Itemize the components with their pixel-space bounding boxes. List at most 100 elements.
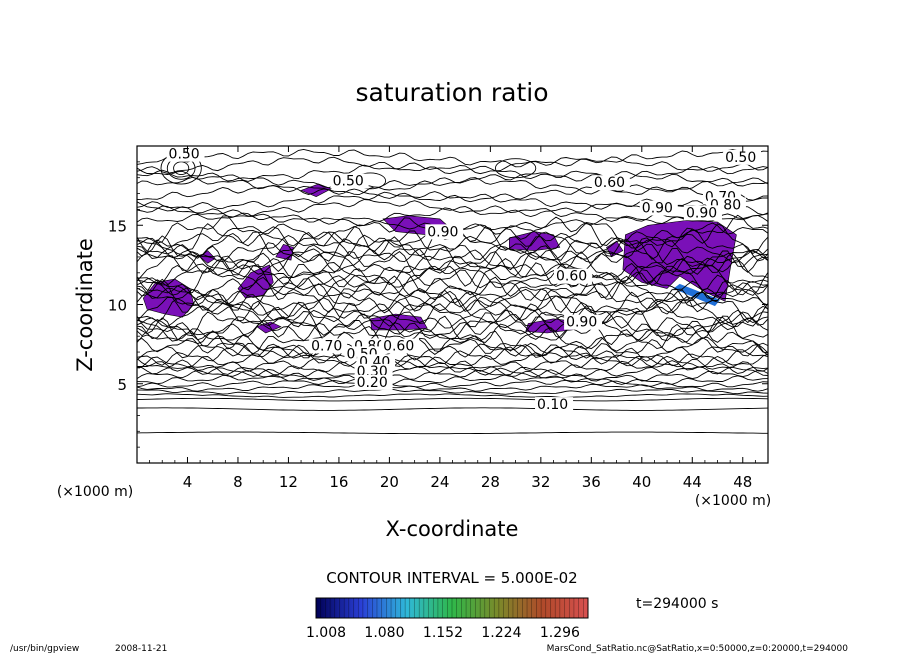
contour-line — [136, 176, 769, 196]
y-tick-label: 5 — [117, 376, 127, 394]
x-tick-label: 48 — [733, 473, 752, 491]
contour-label: 0.50 — [725, 150, 756, 166]
colorbar-ticks: 1.008 1.080 1.152 1.224 1.296 — [306, 625, 580, 641]
contour-line — [136, 352, 769, 369]
contour-line — [136, 355, 769, 372]
colorbar-tick-label: 1.152 — [423, 625, 463, 641]
contour-line — [136, 156, 769, 175]
contour-line — [136, 234, 769, 264]
contour-line — [136, 315, 769, 343]
contour-line — [136, 251, 769, 287]
contour-label: 0.70 — [311, 338, 342, 354]
contour-line — [136, 169, 769, 189]
contour-label-bg — [564, 314, 603, 330]
contour-label: 0.90 — [642, 201, 673, 217]
colorbar-tick-label: 1.296 — [540, 625, 580, 641]
contour-line — [136, 342, 769, 362]
contour-line — [136, 328, 769, 357]
colorbar-stripes — [320, 598, 584, 618]
x-tick-label: 4 — [183, 473, 193, 491]
x-axis-units-left: (×1000 m) — [57, 484, 133, 500]
contour-label: 0.60 — [594, 175, 625, 191]
contour-line — [136, 262, 769, 291]
contour-line — [137, 407, 769, 411]
x-tick-label: 44 — [683, 473, 702, 491]
contour-line — [136, 383, 769, 392]
chart-title: saturation ratio — [355, 78, 548, 107]
contour-label-bg — [553, 268, 592, 284]
contour-line — [136, 262, 769, 299]
contour-line — [136, 162, 769, 182]
contour-line — [136, 269, 769, 301]
contour-label-bg — [309, 338, 348, 354]
supersaturated-region — [370, 313, 428, 331]
contour-line — [136, 374, 769, 386]
contour-label: 0.10 — [537, 397, 568, 413]
colorbar-tick-label: 1.008 — [306, 625, 346, 641]
y-axis-label: Z-coordinate — [73, 238, 97, 372]
x-tick-label: 32 — [531, 473, 550, 491]
contour-label-bg — [723, 149, 762, 165]
contour-labels: 0.500.500.600.500.700.800.900.900.900.60… — [166, 146, 762, 413]
contour-label-bg — [381, 338, 420, 354]
contour-label-bg — [354, 374, 393, 390]
contour-line — [136, 275, 769, 304]
y-axis-ticks: 5 10 15 — [108, 161, 768, 448]
footer-program: /usr/bin/gpview — [10, 644, 79, 654]
contour-label: 0.60 — [556, 269, 587, 285]
contour-label-bg — [639, 200, 678, 216]
contour-line — [136, 300, 769, 340]
contour-line — [136, 431, 768, 435]
x-tick-label: 24 — [430, 473, 449, 491]
colorbar-tick-label: 1.224 — [481, 625, 521, 641]
contour-label: 0.90 — [566, 315, 597, 331]
contour-label-bg — [166, 146, 205, 162]
contour-line — [136, 148, 769, 168]
contour-line — [136, 287, 769, 316]
contour-line — [136, 337, 769, 359]
contour-label-bg — [683, 205, 722, 221]
contour-label: 0.90 — [427, 224, 458, 240]
high-saturation-streak — [673, 283, 721, 307]
contour-label-bg — [425, 224, 464, 240]
contour-label: 0.90 — [686, 205, 717, 221]
contour-line — [136, 315, 769, 352]
contour-line — [136, 275, 769, 314]
contour-lines — [136, 148, 769, 435]
x-tick-label: 20 — [380, 473, 399, 491]
y-tick-label: 15 — [108, 217, 127, 235]
contour-label-bg — [330, 173, 369, 189]
footer-source: MarsCond_SatRatio.nc@SatRatio,x=0:50000,… — [547, 644, 849, 654]
contour-line — [136, 345, 769, 367]
contour-line — [136, 184, 769, 203]
x-axis-ticks: 4 8 12 16 20 24 28 32 36 40 44 48 — [149, 146, 756, 491]
contour-line — [136, 235, 769, 273]
contour-label-bg — [535, 397, 574, 413]
supersaturated-region — [275, 243, 294, 261]
x-axis-label: X-coordinate — [386, 517, 519, 541]
x-tick-label: 40 — [632, 473, 651, 491]
contour-line — [136, 393, 769, 398]
contour-line — [136, 388, 769, 395]
x-tick-label: 16 — [329, 473, 348, 491]
contour-loop — [173, 161, 190, 175]
x-axis-units-right: (×1000 m) — [695, 493, 771, 509]
contour-line — [136, 282, 769, 315]
x-tick-label: 12 — [279, 473, 298, 491]
contour-line — [136, 301, 769, 331]
y-tick-label: 10 — [108, 297, 127, 315]
contour-label: 0.50 — [169, 147, 200, 163]
x-tick-label: 28 — [481, 473, 500, 491]
contour-loop — [494, 158, 537, 179]
contour-label: 0.60 — [383, 338, 414, 354]
contour-line — [136, 366, 769, 378]
contour-line — [136, 309, 769, 341]
x-tick-label: 36 — [582, 473, 601, 491]
contour-interval-label: CONTOUR INTERVAL = 5.000E-02 — [326, 569, 577, 587]
x-tick-label: 8 — [233, 473, 243, 491]
contour-label: 0.20 — [357, 375, 388, 391]
contour-label-bg — [591, 175, 630, 191]
time-label: t=294000 s — [636, 596, 718, 612]
footer-date: 2008-11-21 — [115, 644, 167, 654]
